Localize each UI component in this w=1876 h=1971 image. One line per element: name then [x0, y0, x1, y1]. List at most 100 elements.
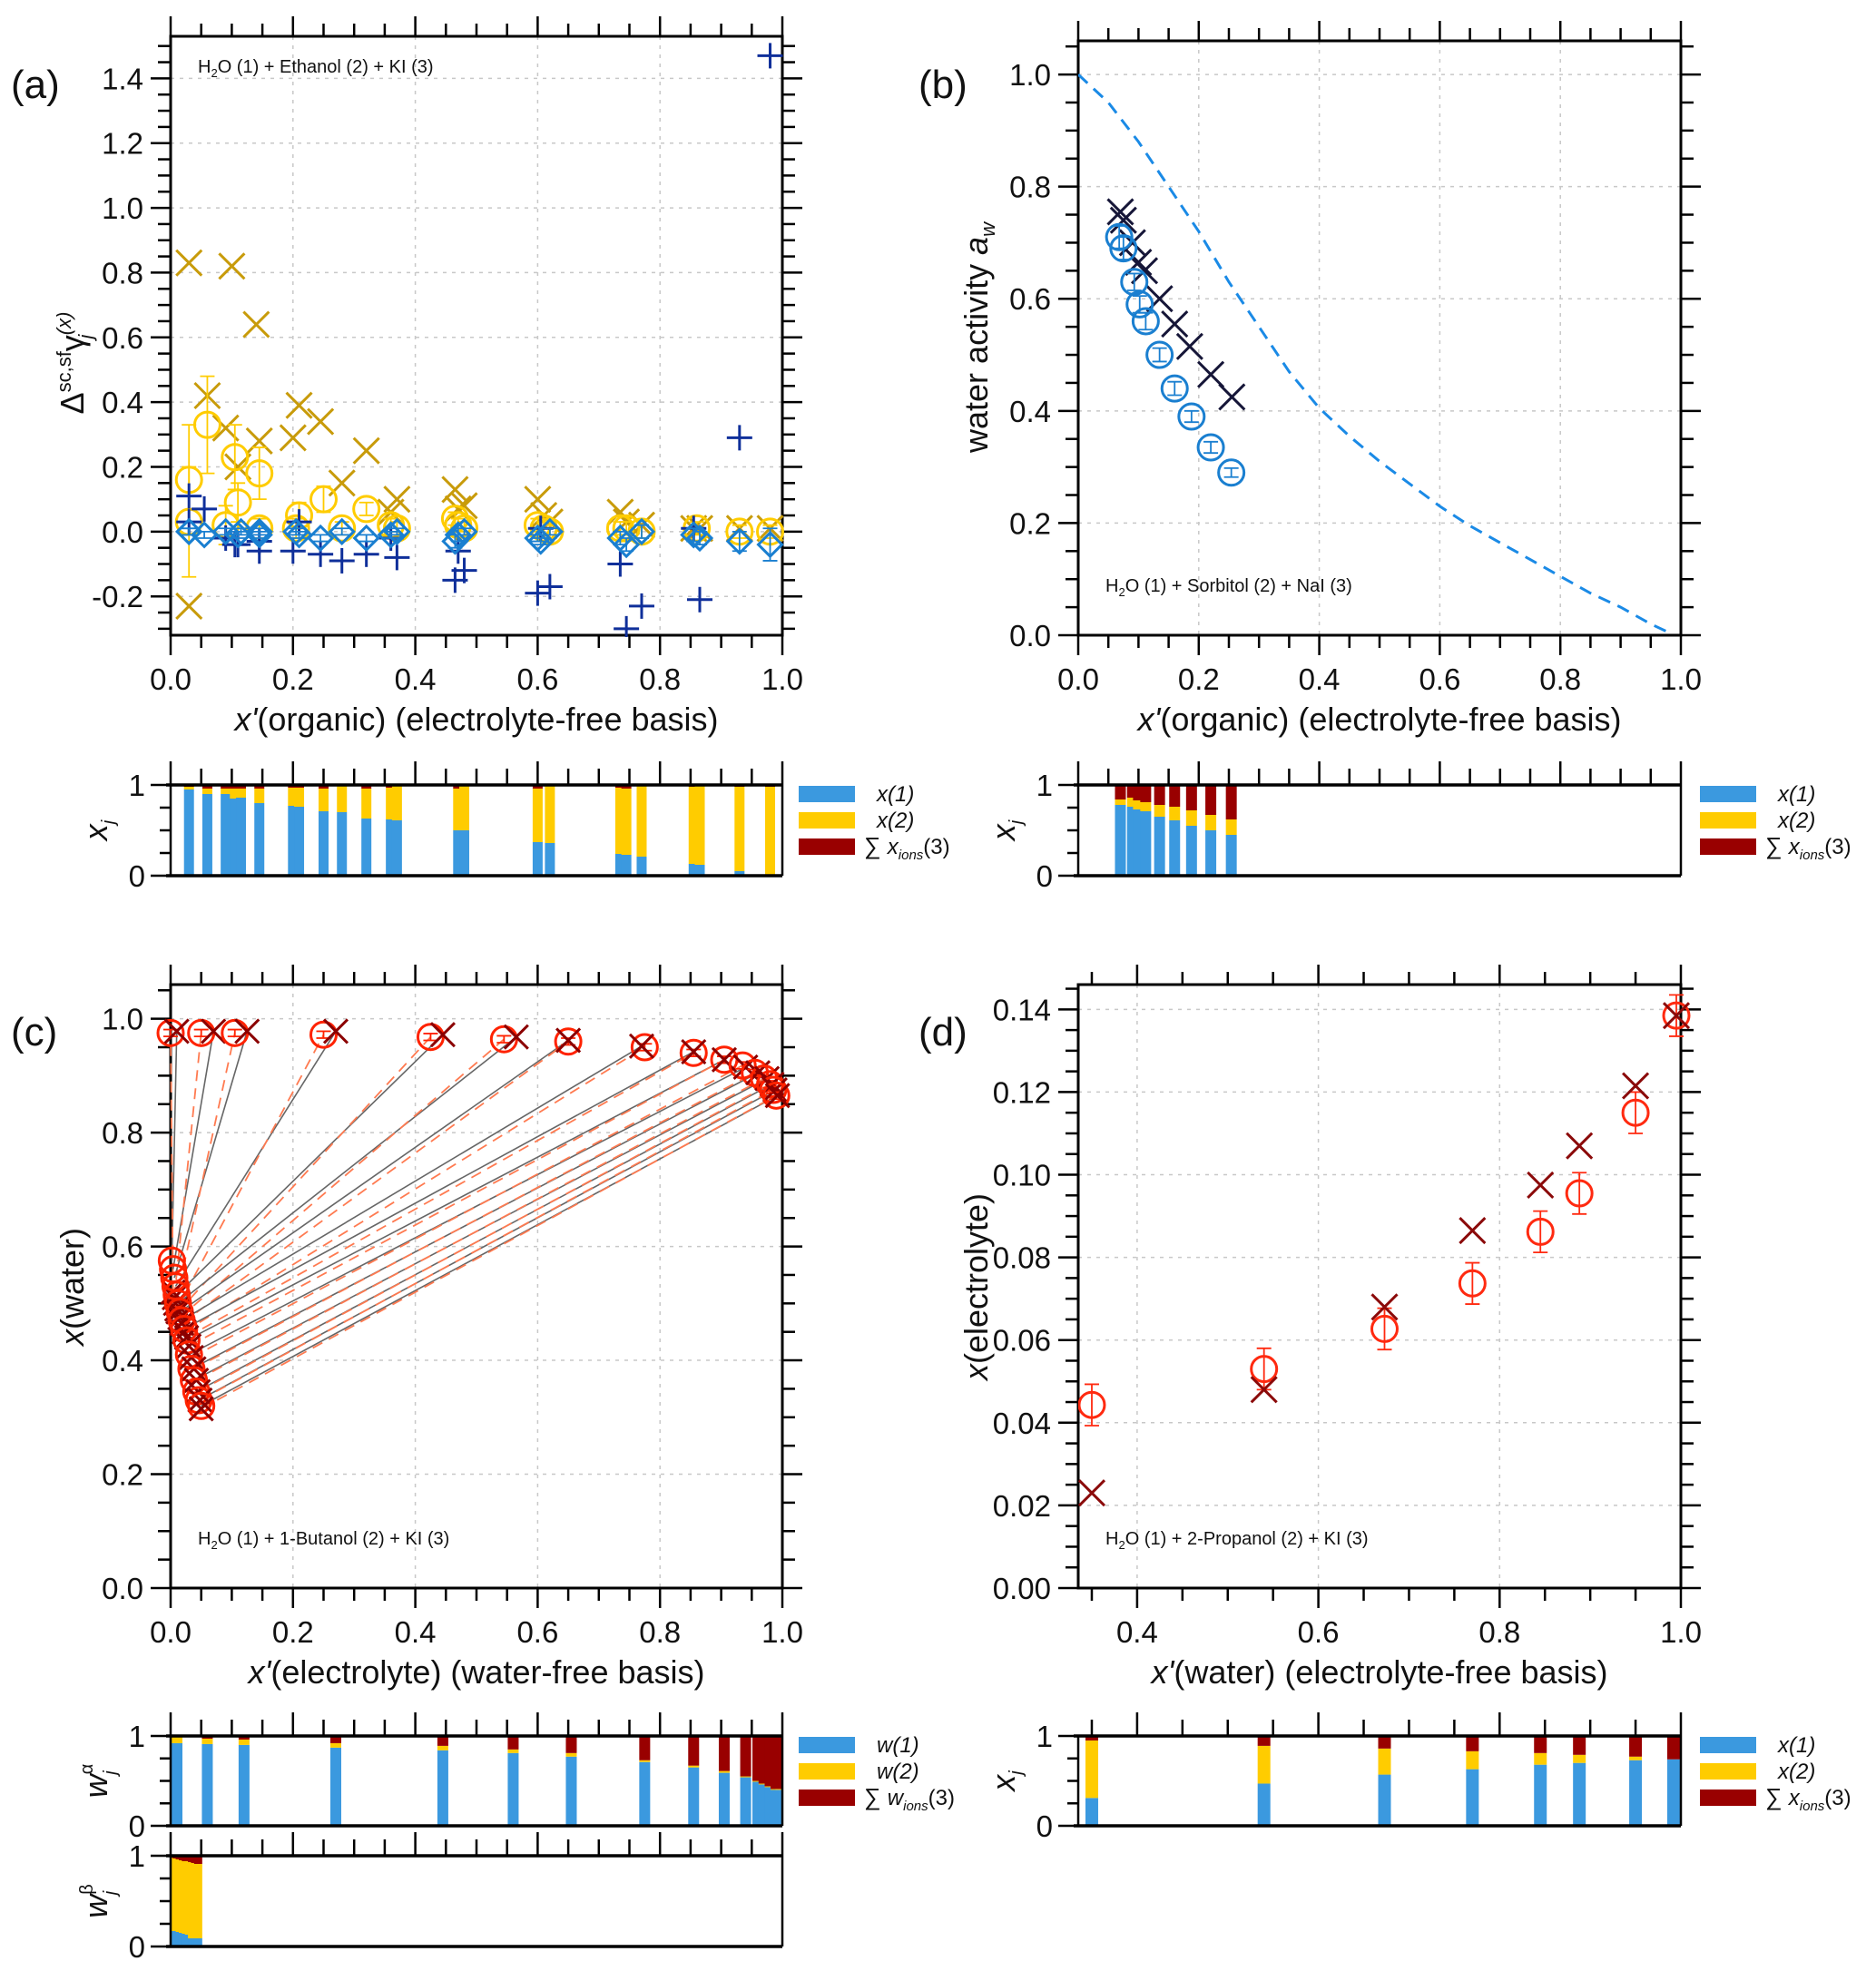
tie-line-experimental	[193, 1077, 768, 1381]
bar-segment-component-1	[1466, 1769, 1479, 1826]
x-axis-title: x'(organic) (electrolyte-free basis)	[1135, 701, 1621, 738]
legend-sum-sign: ∑	[864, 832, 888, 859]
bar-segment-ions	[230, 785, 241, 789]
bar-segment-component-2	[1169, 807, 1181, 820]
legend-label: x(2)	[1777, 809, 1815, 833]
plot-frame	[169, 34, 784, 637]
bar-segment-component-2	[391, 786, 402, 820]
legend-label: x(2)	[876, 809, 914, 833]
x-axis-title-var: x'	[1135, 701, 1161, 738]
bar-segment-component-2	[172, 1736, 182, 1743]
y-title-var: w	[77, 1893, 114, 1918]
bar-segment-component-1	[201, 1743, 213, 1826]
bar-segment-component-2	[688, 1765, 700, 1768]
bar-segment-component-1	[230, 799, 241, 876]
alpha-circle	[630, 1033, 659, 1062]
stacked-bars	[172, 1856, 202, 1946]
y-title-sub: j	[101, 1770, 121, 1778]
legend-swatch	[1700, 1763, 1756, 1780]
y-tick-label: 1.0	[1009, 58, 1051, 92]
annot-part: O (1) + 1-Butanol (2) + KI (3)	[218, 1529, 450, 1549]
bar-segment-component-1	[614, 854, 625, 876]
bar-segment-component-2	[614, 788, 625, 854]
tie-line-experimental	[176, 1034, 444, 1296]
bar-segment-component-2	[1140, 802, 1152, 811]
y-title-var: x	[985, 822, 1022, 842]
x-tick-label: 1.0	[761, 662, 803, 696]
gridlines	[1078, 985, 1681, 1588]
gridlines	[171, 36, 782, 635]
bar-segment-ions	[1115, 785, 1126, 799]
bar-segment-ions	[718, 1736, 730, 1771]
bar-segment-component-2	[1126, 798, 1138, 807]
data-point	[352, 524, 380, 553]
bar-segment-ions	[236, 785, 247, 789]
bar-segment-component-2	[507, 1749, 519, 1753]
x-tick-label: 0.8	[1539, 662, 1581, 696]
data-point	[1109, 234, 1138, 263]
data-point	[307, 524, 335, 553]
y-axis-title: x(water)	[54, 1228, 91, 1348]
bar-segment-component-2	[337, 786, 348, 812]
alpha-circle	[759, 1075, 788, 1104]
y-axis-title: xj	[985, 819, 1026, 842]
data-point-b	[1078, 1479, 1106, 1507]
x-tick-label: 0.0	[150, 1615, 192, 1649]
bar-segment-component-1	[718, 1772, 730, 1826]
tie-line-experimental	[171, 1031, 178, 1261]
alpha-circle	[156, 1018, 185, 1047]
y-axis-title: xj	[77, 819, 119, 842]
x-tick-label: 0.4	[1299, 662, 1341, 696]
bar-panel-c_bars_beta: 1 0wβ j	[77, 1832, 784, 1964]
bar-segment-ions	[740, 1736, 751, 1777]
tie-line-predicted	[175, 1034, 325, 1310]
bar-segment-component-2	[636, 786, 647, 857]
bar-segment-component-1	[453, 830, 464, 876]
y-tick-label: 0.0	[102, 1572, 143, 1605]
legend: x(1)x(2)∑ xions(3)	[799, 782, 950, 863]
bar-segment-component-2	[1133, 800, 1144, 809]
panel-label: (d)	[918, 1010, 967, 1054]
legend-var: x(1)	[1777, 782, 1815, 807]
bar-segment-component-2	[734, 787, 745, 871]
y-tick-label: 1.0	[102, 1003, 143, 1036]
data-point	[281, 514, 310, 543]
data-point-b	[1370, 1293, 1399, 1321]
data-point	[383, 517, 411, 545]
y-tick-label: 0.2	[102, 1458, 143, 1492]
y-tick-label: 0	[129, 1809, 145, 1843]
bar-segment-component-1	[565, 1756, 577, 1826]
bar-segment-component-2	[453, 789, 464, 830]
bar-segment-component-1	[193, 1938, 202, 1946]
legend-var: x(1)	[876, 782, 914, 807]
y-title-var: a	[958, 237, 995, 255]
data-point	[352, 495, 381, 524]
legend-var: w(2)	[877, 1760, 919, 1784]
bar-segment-component-1	[319, 811, 329, 876]
legend-swatch	[799, 812, 855, 829]
tie-line-experimental	[172, 1031, 214, 1270]
alpha-circle	[554, 1027, 583, 1056]
alpha-cross-b	[681, 1038, 707, 1065]
tie-line-predicted	[177, 1036, 432, 1313]
y-tick-label: 0.8	[102, 256, 143, 289]
tie-line-experimental	[201, 1094, 778, 1407]
bar-segment-component-1	[238, 1744, 250, 1826]
data-point-b	[524, 485, 552, 514]
legend: x(1)x(2)∑ xions(3)	[1700, 782, 1851, 863]
legend-sum-sign: ∑	[1765, 1783, 1789, 1810]
legend-label: w(1)	[877, 1733, 919, 1758]
bar-segment-component-2	[201, 1738, 213, 1744]
legend-var: w(1)	[877, 1733, 919, 1758]
bar-segment-component-2	[532, 789, 543, 842]
y-axis-title: xj	[985, 1770, 1026, 1793]
stacked-bars	[1085, 1736, 1680, 1826]
bar-segment-ions	[329, 1736, 341, 1743]
bar-segment-component-1	[545, 843, 555, 876]
y-title-sub: j	[1007, 819, 1026, 827]
data-point-b	[352, 436, 380, 465]
stacked-bars	[172, 1736, 781, 1826]
x-tick-label: 1.0	[761, 1615, 803, 1649]
bar-segment-component-1	[172, 1742, 182, 1826]
